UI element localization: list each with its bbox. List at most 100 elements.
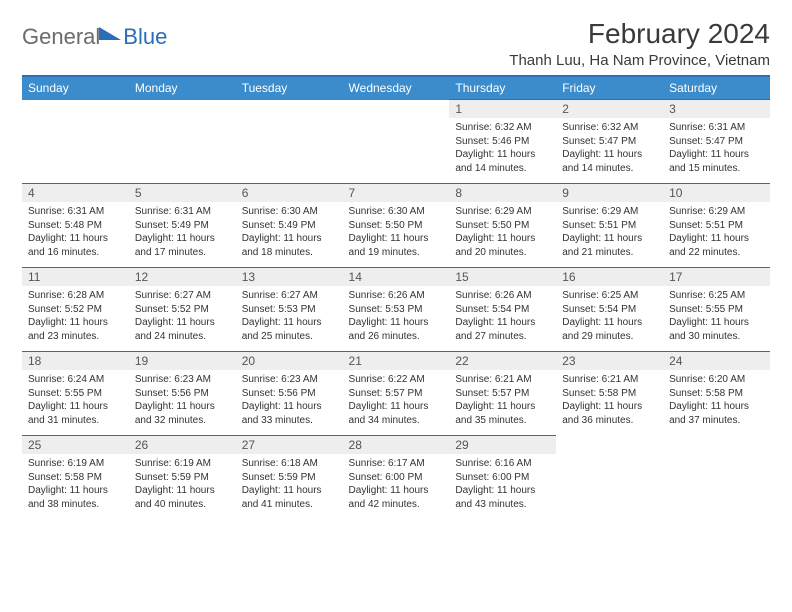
calendar-day-cell: 24Sunrise: 6:20 AMSunset: 5:58 PMDayligh… [663,352,770,436]
calendar-day-cell: 2Sunrise: 6:32 AMSunset: 5:47 PMDaylight… [556,100,663,184]
day-details: Sunrise: 6:32 AMSunset: 5:46 PMDaylight:… [449,118,556,179]
calendar-day-cell: 18Sunrise: 6:24 AMSunset: 5:55 PMDayligh… [22,352,129,436]
day-details: Sunrise: 6:19 AMSunset: 5:59 PMDaylight:… [129,454,236,515]
day-number: 22 [449,352,556,370]
calendar-day-cell: 10Sunrise: 6:29 AMSunset: 5:51 PMDayligh… [663,184,770,268]
logo-text-general: General [22,24,100,50]
day-details: Sunrise: 6:27 AMSunset: 5:52 PMDaylight:… [129,286,236,347]
day-details: Sunrise: 6:31 AMSunset: 5:47 PMDaylight:… [663,118,770,179]
day-number: 19 [129,352,236,370]
calendar-week-row: 11Sunrise: 6:28 AMSunset: 5:52 PMDayligh… [22,268,770,352]
day-number: 17 [663,268,770,286]
logo-text-blue: Blue [123,24,167,50]
calendar-day-cell: 27Sunrise: 6:18 AMSunset: 5:59 PMDayligh… [236,436,343,520]
location-text: Thanh Luu, Ha Nam Province, Vietnam [509,52,770,69]
day-number: 27 [236,436,343,454]
day-details: Sunrise: 6:17 AMSunset: 6:00 PMDaylight:… [343,454,450,515]
calendar-day-cell: 5Sunrise: 6:31 AMSunset: 5:49 PMDaylight… [129,184,236,268]
day-details: Sunrise: 6:30 AMSunset: 5:49 PMDaylight:… [236,202,343,263]
calendar-day-cell: 26Sunrise: 6:19 AMSunset: 5:59 PMDayligh… [129,436,236,520]
weekday-header: Tuesday [236,76,343,100]
calendar-day-cell: 21Sunrise: 6:22 AMSunset: 5:57 PMDayligh… [343,352,450,436]
day-number: 28 [343,436,450,454]
day-details: Sunrise: 6:29 AMSunset: 5:50 PMDaylight:… [449,202,556,263]
calendar-day-cell: 6Sunrise: 6:30 AMSunset: 5:49 PMDaylight… [236,184,343,268]
calendar-day-cell: 9Sunrise: 6:29 AMSunset: 5:51 PMDaylight… [556,184,663,268]
calendar-day-cell: 12Sunrise: 6:27 AMSunset: 5:52 PMDayligh… [129,268,236,352]
calendar-day-cell [663,436,770,520]
day-details: Sunrise: 6:29 AMSunset: 5:51 PMDaylight:… [556,202,663,263]
calendar-day-cell: 14Sunrise: 6:26 AMSunset: 5:53 PMDayligh… [343,268,450,352]
day-number: 7 [343,184,450,202]
calendar-week-row: 1Sunrise: 6:32 AMSunset: 5:46 PMDaylight… [22,100,770,184]
calendar-day-cell: 13Sunrise: 6:27 AMSunset: 5:53 PMDayligh… [236,268,343,352]
calendar-week-row: 25Sunrise: 6:19 AMSunset: 5:58 PMDayligh… [22,436,770,520]
day-number: 24 [663,352,770,370]
weekday-header: Thursday [449,76,556,100]
month-title: February 2024 [509,18,770,50]
calendar-day-cell: 7Sunrise: 6:30 AMSunset: 5:50 PMDaylight… [343,184,450,268]
day-details: Sunrise: 6:21 AMSunset: 5:57 PMDaylight:… [449,370,556,431]
day-number: 21 [343,352,450,370]
calendar-day-cell: 28Sunrise: 6:17 AMSunset: 6:00 PMDayligh… [343,436,450,520]
day-details: Sunrise: 6:24 AMSunset: 5:55 PMDaylight:… [22,370,129,431]
day-details: Sunrise: 6:20 AMSunset: 5:58 PMDaylight:… [663,370,770,431]
day-number: 29 [449,436,556,454]
day-number: 6 [236,184,343,202]
day-number: 11 [22,268,129,286]
calendar-day-cell: 3Sunrise: 6:31 AMSunset: 5:47 PMDaylight… [663,100,770,184]
day-number: 3 [663,100,770,118]
header: General Blue February 2024 Thanh Luu, Ha… [22,18,770,69]
day-number: 10 [663,184,770,202]
calendar-day-cell: 1Sunrise: 6:32 AMSunset: 5:46 PMDaylight… [449,100,556,184]
calendar-day-cell: 11Sunrise: 6:28 AMSunset: 5:52 PMDayligh… [22,268,129,352]
calendar-day-cell: 8Sunrise: 6:29 AMSunset: 5:50 PMDaylight… [449,184,556,268]
calendar-day-cell [22,100,129,184]
day-details: Sunrise: 6:26 AMSunset: 5:53 PMDaylight:… [343,286,450,347]
day-details: Sunrise: 6:31 AMSunset: 5:49 PMDaylight:… [129,202,236,263]
day-number: 15 [449,268,556,286]
weekday-header: Wednesday [343,76,450,100]
day-number: 23 [556,352,663,370]
day-details: Sunrise: 6:32 AMSunset: 5:47 PMDaylight:… [556,118,663,179]
calendar-day-cell: 29Sunrise: 6:16 AMSunset: 6:00 PMDayligh… [449,436,556,520]
calendar-day-cell: 25Sunrise: 6:19 AMSunset: 5:58 PMDayligh… [22,436,129,520]
day-details: Sunrise: 6:25 AMSunset: 5:55 PMDaylight:… [663,286,770,347]
day-details: Sunrise: 6:22 AMSunset: 5:57 PMDaylight:… [343,370,450,431]
day-number: 5 [129,184,236,202]
calendar-day-cell: 20Sunrise: 6:23 AMSunset: 5:56 PMDayligh… [236,352,343,436]
logo-triangle-icon [99,27,121,40]
day-details: Sunrise: 6:23 AMSunset: 5:56 PMDaylight:… [129,370,236,431]
calendar-day-cell: 17Sunrise: 6:25 AMSunset: 5:55 PMDayligh… [663,268,770,352]
day-number: 12 [129,268,236,286]
calendar-day-cell [129,100,236,184]
day-number: 16 [556,268,663,286]
calendar-day-cell: 15Sunrise: 6:26 AMSunset: 5:54 PMDayligh… [449,268,556,352]
calendar-header-row: SundayMondayTuesdayWednesdayThursdayFrid… [22,76,770,100]
calendar-day-cell: 4Sunrise: 6:31 AMSunset: 5:48 PMDaylight… [22,184,129,268]
calendar-table: SundayMondayTuesdayWednesdayThursdayFrid… [22,75,770,520]
day-number: 8 [449,184,556,202]
day-number: 25 [22,436,129,454]
day-details: Sunrise: 6:18 AMSunset: 5:59 PMDaylight:… [236,454,343,515]
day-details: Sunrise: 6:26 AMSunset: 5:54 PMDaylight:… [449,286,556,347]
weekday-header: Saturday [663,76,770,100]
day-details: Sunrise: 6:23 AMSunset: 5:56 PMDaylight:… [236,370,343,431]
calendar-day-cell: 19Sunrise: 6:23 AMSunset: 5:56 PMDayligh… [129,352,236,436]
day-details: Sunrise: 6:30 AMSunset: 5:50 PMDaylight:… [343,202,450,263]
day-details: Sunrise: 6:21 AMSunset: 5:58 PMDaylight:… [556,370,663,431]
calendar-day-cell [343,100,450,184]
calendar-week-row: 4Sunrise: 6:31 AMSunset: 5:48 PMDaylight… [22,184,770,268]
day-details: Sunrise: 6:19 AMSunset: 5:58 PMDaylight:… [22,454,129,515]
day-number: 4 [22,184,129,202]
day-number: 9 [556,184,663,202]
day-details: Sunrise: 6:28 AMSunset: 5:52 PMDaylight:… [22,286,129,347]
day-number: 13 [236,268,343,286]
day-number: 1 [449,100,556,118]
day-details: Sunrise: 6:16 AMSunset: 6:00 PMDaylight:… [449,454,556,515]
day-number: 26 [129,436,236,454]
day-details: Sunrise: 6:31 AMSunset: 5:48 PMDaylight:… [22,202,129,263]
weekday-header: Friday [556,76,663,100]
day-number: 14 [343,268,450,286]
day-number: 18 [22,352,129,370]
